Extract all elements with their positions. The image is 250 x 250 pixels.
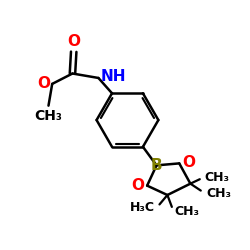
Text: O: O bbox=[131, 178, 144, 193]
Text: NH: NH bbox=[100, 69, 126, 84]
Text: B: B bbox=[151, 158, 162, 173]
Text: O: O bbox=[182, 155, 195, 170]
Text: O: O bbox=[37, 76, 50, 92]
Text: H₃C: H₃C bbox=[130, 202, 154, 214]
Text: CH₃: CH₃ bbox=[204, 171, 229, 184]
Text: O: O bbox=[67, 34, 80, 49]
Text: CH₃: CH₃ bbox=[34, 108, 62, 122]
Text: CH₃: CH₃ bbox=[174, 204, 199, 218]
Text: CH₃: CH₃ bbox=[206, 186, 232, 200]
